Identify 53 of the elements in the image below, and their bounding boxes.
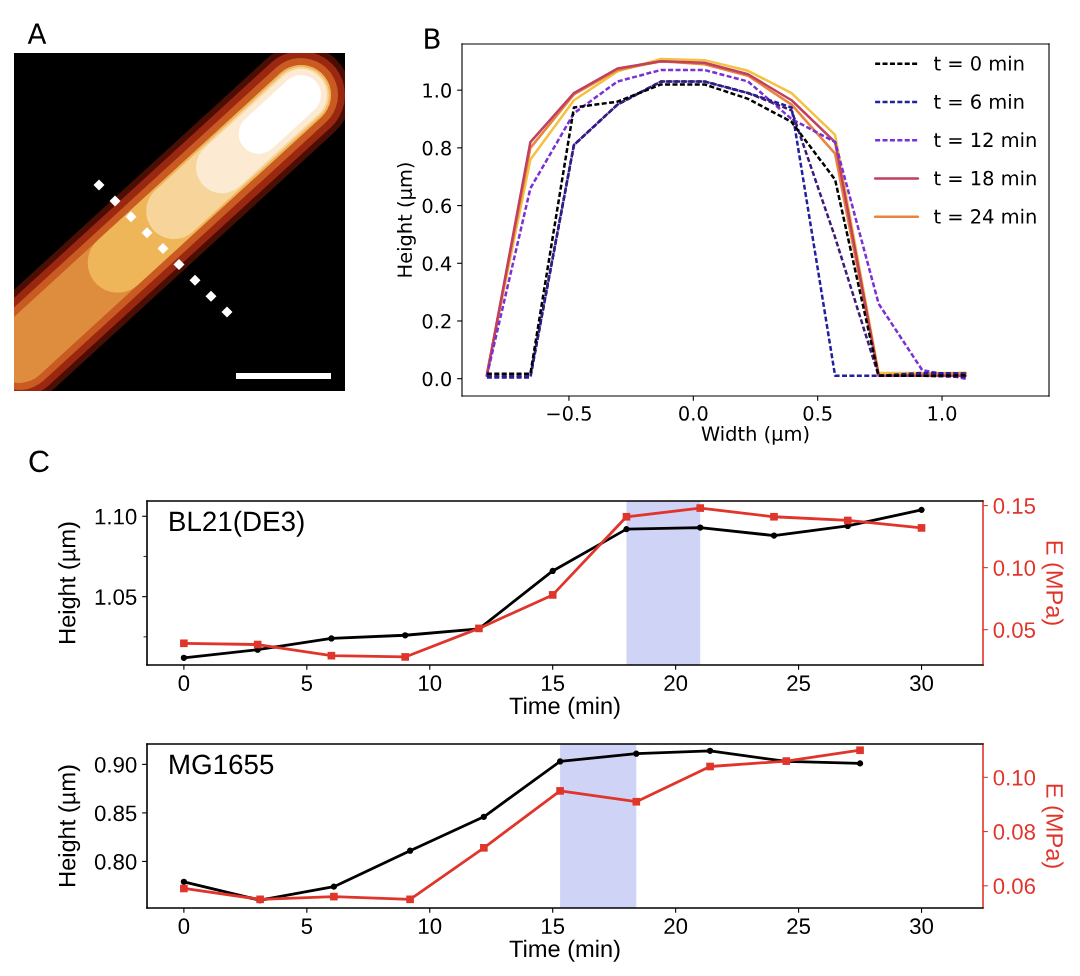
y2-axis-title: E (MPa) xyxy=(1041,784,1064,868)
text: C xyxy=(29,450,49,473)
x-tick-label: −0.5 xyxy=(547,406,591,421)
y-tick-label: 0.2 xyxy=(422,313,451,329)
chart-title: MG1655 xyxy=(170,754,274,775)
y-tick-label: 0.4 xyxy=(422,256,452,271)
chart-title: BL21(DE3) xyxy=(170,510,304,537)
legend-label: t = 18 min xyxy=(933,170,1036,186)
x-tick-label: 20 xyxy=(664,675,688,692)
x-axis-title: Time (min) xyxy=(509,939,620,962)
x-tick-label: 1.0 xyxy=(928,406,957,421)
x-tick-label: 10 xyxy=(419,918,442,935)
y-tick-label: 0.90 xyxy=(94,756,137,773)
y-axis-title: Height (µm) xyxy=(58,765,81,886)
x-tick-label: 25 xyxy=(787,918,811,935)
y-tick-label: 0.6 xyxy=(422,198,452,214)
x-tick-label: 20 xyxy=(664,918,688,935)
y2-tick-label: 0.08 xyxy=(993,824,1036,840)
x-tick-label: 30 xyxy=(910,918,934,935)
y-tick-label: 1.0 xyxy=(423,83,451,98)
x-axis-title: Time (min) xyxy=(509,696,620,719)
legend-label: t = 24 min xyxy=(933,208,1036,224)
y-tick-label: 0.85 xyxy=(94,805,137,822)
y-tick-label: 0.8 xyxy=(422,140,451,156)
x-tick-label: 5 xyxy=(301,675,313,692)
x-tick-label: 0 xyxy=(178,918,190,935)
y-axis-title: Height (µm) xyxy=(396,163,416,277)
x-tick-label: 0 xyxy=(178,675,190,692)
legend-label: t = 6 min xyxy=(933,93,1024,109)
x-tick-label: 30 xyxy=(910,675,934,692)
legend-label: t = 12 min xyxy=(933,132,1036,147)
x-tick-label: 25 xyxy=(787,675,811,692)
y-tick-label: 1.05 xyxy=(95,589,137,605)
y2-tick-label: 0.15 xyxy=(993,498,1036,514)
y2-tick-label: 0.05 xyxy=(993,622,1036,638)
y-tick-label: 0.0 xyxy=(422,371,451,387)
x-tick-label: 5 xyxy=(301,918,313,935)
text: A xyxy=(27,23,47,44)
y2-tick-label: 0.10 xyxy=(993,769,1036,786)
x-tick-label: 15 xyxy=(542,675,565,692)
x-tick-label: 10 xyxy=(419,675,442,692)
text: B xyxy=(425,28,440,49)
x-tick-label: 0.5 xyxy=(803,406,832,421)
x-axis-title: Width (µm) xyxy=(701,425,809,445)
y2-tick-label: 0.10 xyxy=(993,560,1036,576)
y-tick-label: 1.10 xyxy=(95,508,137,525)
legend-label: t = 0 min xyxy=(933,55,1024,71)
x-tick-label: 0.0 xyxy=(679,406,708,421)
y2-axis-title: E (MPa) xyxy=(1041,541,1064,625)
x-tick-label: 15 xyxy=(542,918,565,935)
y-axis-title: Height (µm) xyxy=(58,522,81,643)
y-tick-label: 0.80 xyxy=(94,853,137,870)
y2-tick-label: 0.06 xyxy=(993,878,1035,895)
